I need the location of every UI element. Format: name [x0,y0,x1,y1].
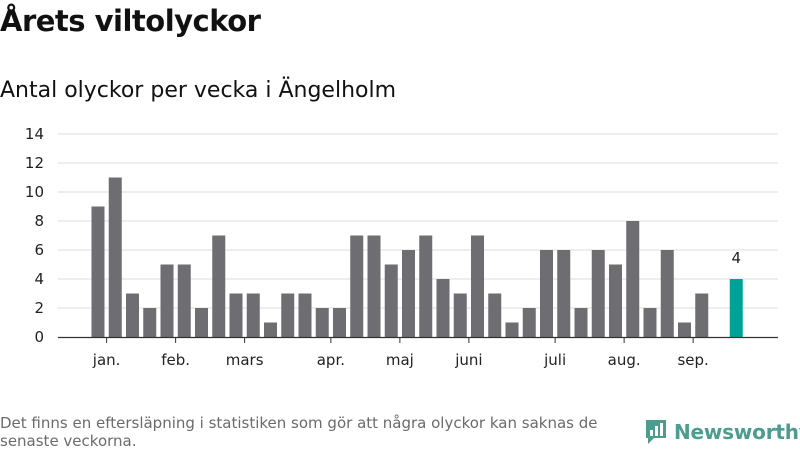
bar [281,293,295,337]
bar [195,308,208,337]
y-tick-label: 14 [25,125,44,143]
chart-title: Årets viltolyckor [0,4,261,38]
bar [626,221,640,337]
bar [591,250,605,337]
y-tick-label: 2 [34,299,44,317]
bar [315,308,329,337]
bar [436,279,450,337]
bar [264,322,277,337]
bar [384,264,398,337]
bar [402,250,415,337]
x-tick-label: maj [386,351,414,369]
bar [660,250,674,337]
y-tick-label: 8 [34,212,44,230]
bar [333,308,346,337]
brand-logo: Newsworthy [644,418,800,446]
bar [488,293,502,337]
bar [126,293,139,337]
bar [298,293,312,337]
x-tick-label: feb. [161,351,190,369]
bar [505,322,519,337]
bar [695,293,709,337]
bar [177,264,191,337]
y-tick-label: 10 [25,183,44,201]
x-tick-label: juli [543,351,566,369]
x-tick-label: mars [226,351,264,369]
y-tick-label: 0 [34,328,44,346]
bar [678,322,691,337]
bar [557,250,571,337]
newsworthy-logo-icon [646,420,666,444]
bar [212,235,226,337]
x-tick-label: jan. [92,351,121,369]
bar [453,293,467,337]
bar [643,308,657,337]
bar [471,235,484,337]
y-tick-label: 4 [34,270,44,288]
brand-name: Newsworthy [674,420,800,444]
x-tick-label: apr. [317,351,345,369]
bar [522,308,536,337]
bar [91,206,105,337]
bar [160,264,174,337]
x-tick-label: aug. [608,351,641,369]
chart-subtitle: Antal olyckor per vecka i Ängelholm [0,78,397,103]
bar [609,264,622,337]
x-tick-label: sep. [677,351,708,369]
bar-data-label: 4 [731,249,741,267]
bar [108,177,122,337]
bar [574,308,588,337]
bar [367,235,381,337]
bar-highlight [729,279,743,337]
bar [350,235,364,337]
bar-chart: 0 2 4 6 8 10 12 14 4 jan. feb. mars apr. maj juni juli a… [25,125,778,369]
footnote: Det finns en eftersläpning i statistiken… [0,414,598,450]
bar [229,293,243,337]
bar [246,293,260,337]
x-tick-label: juni [454,351,482,369]
y-tick-label: 6 [34,241,44,259]
y-tick-label: 12 [25,154,44,172]
bar [143,308,157,337]
bar [540,250,553,337]
bar [419,235,433,337]
